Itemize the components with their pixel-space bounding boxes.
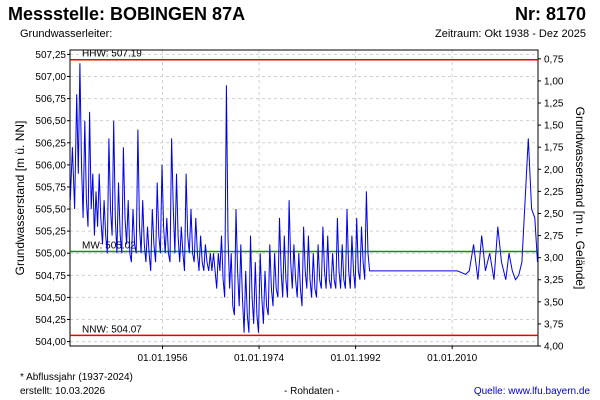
reference-label: MW: 505.02 [82, 240, 136, 251]
y-tick-label: 504,75 [35, 271, 66, 282]
series-line [69, 63, 538, 333]
source-link[interactable]: Quelle: www.lfu.bayern.de [473, 386, 590, 397]
y-right-tick-label: 3,50 [544, 297, 564, 308]
y-tick-label: 504,25 [35, 315, 66, 326]
y-tick-label: 506,25 [35, 138, 66, 149]
y-tick-label: 506,75 [35, 94, 66, 105]
y-tick-label: 506,00 [35, 160, 66, 171]
y-tick-label: 504,00 [35, 337, 66, 348]
chart-grid [70, 50, 538, 346]
reference-label: HHW: 507.19 [82, 49, 142, 60]
y-tick-label: 505,75 [35, 182, 66, 193]
created-date: erstellt: 10.03.2026 [20, 386, 106, 397]
y-right-tick-label: 2,50 [544, 209, 564, 220]
aquifer-label: Grundwasserleiter: [20, 28, 113, 40]
x-tick-label: 01.01.2010 [427, 353, 477, 364]
y-right-tick-label: 3,00 [544, 253, 564, 264]
y-right-tick-label: 1,25 [544, 99, 564, 110]
y-tick-label: 504,50 [35, 293, 66, 304]
y-right-tick-label: 2,75 [544, 231, 564, 242]
plot-frame [69, 49, 539, 347]
station-title: Messstelle: BOBINGEN 87A [8, 4, 246, 24]
y-tick-label: 507,00 [35, 72, 66, 83]
x-tick-label: 01.01.1974 [234, 353, 284, 364]
footnote: * Abflussjahr (1937-2024) [20, 372, 133, 383]
reference-label: NNW: 504.07 [82, 324, 142, 335]
y-right-tick-label: 3,75 [544, 319, 564, 330]
y-right-tick-label: 1,00 [544, 76, 564, 87]
station-number: Nr: 8170 [514, 4, 586, 24]
y-tick-label: 505,00 [35, 249, 66, 260]
y-right-tick-label: 2,25 [544, 187, 564, 198]
y-axis-label-right: Grundwasserstand [m u. Gelände] [573, 107, 587, 290]
y-tick-label: 507,25 [35, 50, 66, 61]
period-label: Zeitraum: Okt 1938 - Dez 2025 [434, 28, 586, 40]
y-tick-label: 505,25 [35, 227, 66, 238]
axis-labels: 504,00 504,25 504,50 504,75 505,00 505,25 505,… [35, 50, 563, 364]
y-right-tick-label: 2,00 [544, 165, 564, 176]
y-right-tick-label: 0,75 [544, 54, 564, 65]
y-right-tick-label: 3,25 [544, 275, 564, 286]
x-tick-label: 01.01.1956 [137, 353, 187, 364]
series-group [69, 63, 538, 333]
y-right-tick-label: 1,75 [544, 143, 564, 154]
y-tick-label: 506,50 [35, 116, 66, 127]
y-axis-label-left: Grundwasserstand [m ü. NN] [13, 121, 27, 276]
x-tick-label: 01.01.1992 [331, 353, 381, 364]
rawdata-label: - Rohdaten - [284, 386, 340, 397]
y-right-tick-label: 1,50 [544, 121, 564, 132]
y-tick-label: 505,50 [35, 205, 66, 216]
reference-lines: HHW: 507.19 MW: 505.02 NNW: 504.07 [70, 49, 538, 337]
y-right-tick-label: 4,00 [544, 342, 564, 353]
